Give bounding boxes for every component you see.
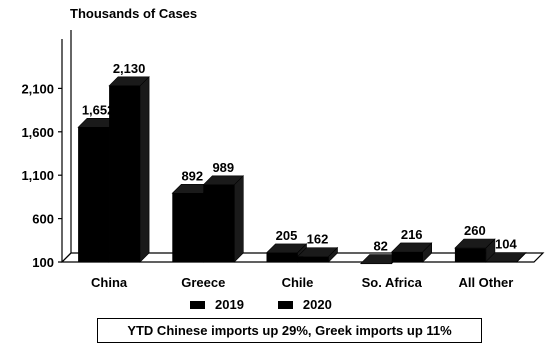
legend-swatch-2020	[277, 300, 293, 309]
data-label: 104	[495, 237, 517, 252]
y-axis-title: Thousands of Cases	[70, 6, 198, 21]
data-label: 989	[212, 160, 234, 175]
y-axis-wall	[61, 30, 72, 263]
bar-side-face	[516, 251, 527, 263]
data-label: 82	[373, 239, 387, 254]
data-label: 2,130	[113, 61, 146, 76]
bar-chile-2020	[297, 256, 329, 262]
bar-china-2019	[78, 127, 110, 262]
bar-side-face	[234, 175, 244, 263]
footnote-text: YTD Chinese imports up 29%, Greek import…	[127, 323, 452, 338]
bar-chile-2019	[266, 252, 298, 262]
y-tick-label: 1,100	[21, 168, 54, 183]
legend-label-2019: 2019	[215, 297, 244, 312]
footnote-box: YTD Chinese imports up 29%, Greek import…	[97, 318, 482, 343]
legend: 2019 2020	[190, 297, 366, 312]
data-label: 162	[307, 232, 329, 247]
x-tick-label: All Other	[458, 275, 513, 290]
bar-all-other-2019	[454, 248, 486, 262]
y-tick-label: 100	[32, 255, 54, 270]
x-tick-label: Chile	[282, 275, 314, 290]
bar-china-2020	[109, 85, 141, 263]
bar-so-africa-2020	[391, 251, 423, 262]
bar-chart: 100 600 1,100 1,600 2,100 1,652 2,130 China 892 9…	[21, 30, 545, 290]
bar-greece-2019	[172, 193, 204, 262]
legend-item-2020: 2020	[277, 297, 332, 312]
bar-side-face	[139, 76, 150, 263]
legend-label-2020: 2020	[302, 297, 332, 312]
y-tick-label: 2,100	[21, 81, 54, 96]
data-label: 205	[276, 228, 298, 243]
x-tick-label: Greece	[181, 275, 225, 290]
data-label: 1,652	[82, 102, 115, 117]
data-label: 260	[464, 223, 486, 238]
y-tick-label: 1,600	[21, 125, 54, 140]
data-label: 216	[401, 227, 423, 242]
data-label: 892	[181, 168, 203, 183]
bar-side-face	[328, 246, 338, 263]
legend-item-2019: 2019	[190, 297, 244, 312]
x-tick-label: So. Africa	[362, 275, 423, 290]
bar-greece-2020	[203, 184, 235, 262]
x-tick-label: China	[91, 275, 128, 290]
y-tick-label: 600	[32, 212, 54, 227]
bar-side-face	[422, 242, 433, 263]
legend-swatch-2019	[190, 300, 205, 309]
